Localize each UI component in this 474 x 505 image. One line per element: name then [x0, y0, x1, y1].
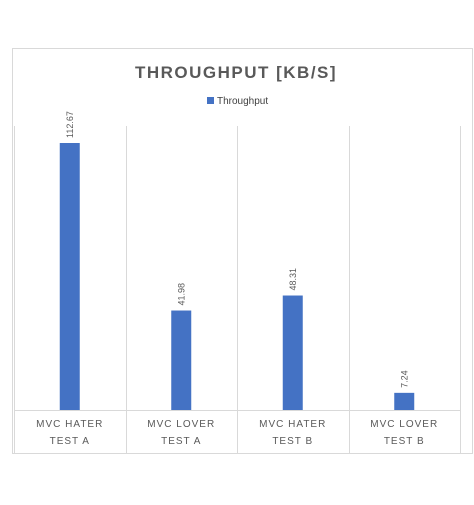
bar — [282, 295, 303, 410]
legend: Throughput — [207, 96, 268, 107]
legend-swatch — [207, 97, 214, 104]
plot-area: 112.67 MVC HATER TEST A 41.98 MVC LOVER TEST … — [14, 111, 461, 454]
data-label: 7.24 — [399, 370, 409, 388]
x-tick-label: MVC LOVER — [370, 419, 438, 430]
x-tick-label: TEST B — [384, 436, 425, 447]
x-tick-label: MVC LOVER — [147, 419, 215, 430]
data-label: 112.67 — [65, 111, 75, 138]
chart-title: THROUGHPUT [KB/S] — [135, 63, 337, 82]
chart-area-border — [12, 48, 473, 454]
data-label: 41.98 — [176, 283, 186, 306]
bar — [394, 392, 415, 410]
x-tick-label: TEST B — [272, 436, 313, 447]
x-tick-label: TEST A — [161, 436, 201, 447]
x-tick-label: TEST A — [50, 436, 90, 447]
bar — [59, 143, 80, 410]
bar — [171, 310, 192, 410]
x-tick-label: MVC HATER — [259, 419, 326, 430]
legend-label: Throughput — [217, 96, 268, 107]
data-label: 48.31 — [288, 268, 298, 291]
x-tick-label: MVC HATER — [36, 419, 103, 430]
